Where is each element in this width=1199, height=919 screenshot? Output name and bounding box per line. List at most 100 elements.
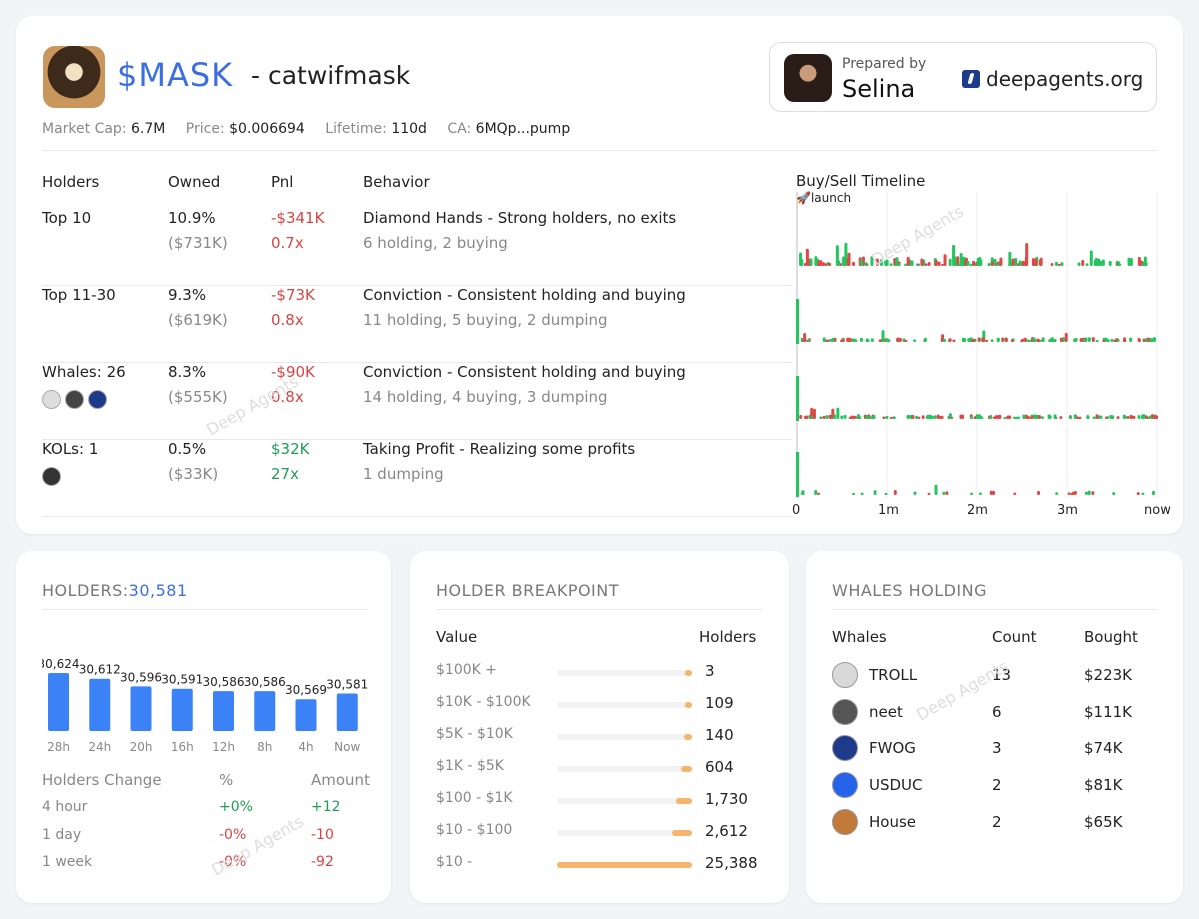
pnl-multiple: 27x <box>271 465 299 483</box>
timeline-buy-mark <box>860 492 864 495</box>
breakpoint-row: $100K + 3 <box>436 662 766 686</box>
timeline-sell-mark <box>961 414 965 419</box>
timeline-buy-mark <box>801 491 805 495</box>
owned-pct: 0.5% <box>168 440 207 458</box>
row-divider <box>42 516 792 517</box>
breakpoint-row: $10 - $100 2,612 <box>436 822 766 846</box>
timeline-buy-mark <box>948 258 952 266</box>
change-period: 4 hour <box>42 799 88 815</box>
pnl-value: -$90K <box>271 363 315 381</box>
pnl-multiple: 0.7x <box>271 234 304 252</box>
kol-avatar-icon[interactable] <box>42 467 61 486</box>
breakpoint-holders: 604 <box>705 758 734 776</box>
timeline-buy-mark <box>870 338 874 342</box>
timeline-sell-mark <box>1010 339 1014 342</box>
whale-row[interactable]: House 2 $65K <box>832 808 1162 837</box>
timeline-buy-mark <box>1144 262 1148 266</box>
timeline-buy-mark <box>1018 260 1022 266</box>
timeline-buy-mark <box>884 262 888 266</box>
timeline-sell-mark <box>1113 339 1117 342</box>
timeline-buy-mark <box>1083 339 1087 342</box>
holder-label: KOLs: 1 <box>42 440 99 458</box>
timeline-sell-mark <box>1102 339 1106 342</box>
timeline-buy-mark <box>1152 490 1156 495</box>
timeline-buy-mark <box>966 260 970 266</box>
neet-icon[interactable] <box>65 390 84 409</box>
change-pct: +0% <box>219 799 253 815</box>
fwog-icon[interactable] <box>88 390 107 409</box>
holders-bar <box>89 678 111 731</box>
row-divider <box>42 362 792 363</box>
timeline-buy-mark <box>961 256 965 266</box>
timeline-buy-mark <box>864 262 868 266</box>
whale-bought: $111K <box>1084 702 1133 721</box>
timeline-sell-mark <box>990 261 994 266</box>
breakpoint-holders: 140 <box>705 726 734 744</box>
holders-bar-category: 16h <box>171 740 194 754</box>
timeline-buy-mark <box>807 339 811 342</box>
whale-count: 6 <box>992 702 1002 721</box>
timeline-buy-mark <box>1101 259 1105 266</box>
holders-bar-category: 4h <box>298 740 313 754</box>
timeline-sell-mark <box>882 416 886 419</box>
timeline-buy-mark <box>1098 260 1102 266</box>
timeline-buy-mark <box>1048 415 1052 419</box>
timeline-buy-mark <box>1055 492 1059 495</box>
prepared-by-box: Prepared by Selina deepagents.org <box>769 42 1157 112</box>
timeline-buy-mark <box>1069 415 1073 419</box>
behavior-detail: 14 holding, 4 buying, 3 dumping <box>363 388 608 406</box>
token-meta: Market Cap: 6.7M Price: $0.006694 Lifeti… <box>42 121 586 137</box>
timeline-buy-mark <box>1032 337 1036 342</box>
timeline-buy-mark <box>990 339 994 342</box>
timeline-buy-mark <box>1094 257 1098 266</box>
whale-row[interactable]: FWOG 3 $74K <box>832 735 1162 763</box>
timeline-sell-mark <box>1023 337 1027 342</box>
behavior-text: Taking Profit - Realizing some profits <box>363 440 636 458</box>
whale-row[interactable]: USDUC 2 $81K <box>832 772 1162 800</box>
price-value: $0.006694 <box>229 121 305 137</box>
timeline-buy-mark <box>800 259 804 266</box>
timeline-buy-mark <box>892 416 896 419</box>
brand-link[interactable]: deepagents.org <box>962 67 1143 91</box>
timeline-buy-mark <box>933 415 937 419</box>
owned-pct: 9.3% <box>168 286 207 304</box>
timeline-buy-mark <box>851 338 855 342</box>
timeline-sell-mark <box>927 262 931 266</box>
timeline-buy-mark <box>934 484 938 495</box>
timeline-buy-mark <box>860 337 864 342</box>
troll-icon[interactable] <box>42 390 61 409</box>
timeline-buy-mark <box>1053 414 1057 419</box>
market-cap-label: Market Cap: <box>42 121 127 137</box>
whales-holding-card: WHALES HOLDING Whales Count Bought TROLL… <box>806 551 1183 903</box>
timeline-buy-mark <box>1085 263 1089 266</box>
timeline-sell-mark <box>1095 414 1099 419</box>
timeline-sell-mark <box>846 258 850 266</box>
count-header: Count <box>992 628 1037 646</box>
timeline-buy-mark <box>869 416 873 419</box>
pct-header: % <box>219 771 234 789</box>
whale-row[interactable]: TROLL 13 $223K <box>832 662 1162 690</box>
breakpoint-row: $1K - $5K 604 <box>436 758 766 782</box>
table-row: Top 11-30 9.3% ($619K) -$73K 0.8x Convic… <box>42 286 792 363</box>
timeline-sell-mark <box>822 415 826 419</box>
timeline-buy-mark <box>916 263 920 266</box>
owned-usd: ($619K) <box>168 311 228 329</box>
change-pct: -0% <box>219 854 247 870</box>
timeline-sell-mark <box>852 261 856 266</box>
timeline-sell-mark <box>1059 415 1063 419</box>
whale-row[interactable]: neet 6 $111K <box>832 698 1162 727</box>
timeline-sell-mark <box>1137 337 1141 342</box>
ca-value[interactable]: 6MQp...pump <box>475 121 571 137</box>
timeline-buy-mark <box>1149 338 1153 342</box>
whale-name: TROLL <box>869 666 918 684</box>
timeline-sell-mark <box>977 337 981 342</box>
value-header: Value <box>436 628 478 646</box>
holder-label: Top 10 <box>42 209 92 227</box>
lifetime-label: Lifetime: <box>325 121 387 137</box>
holders-count: 30,581 <box>128 581 188 600</box>
holders-bar <box>171 688 193 731</box>
timeline-sell-mark <box>948 338 952 342</box>
buy-sell-timeline-chart <box>796 192 1158 498</box>
timeline-sell-mark <box>1001 337 1005 342</box>
timeline-sell-mark <box>992 490 996 495</box>
